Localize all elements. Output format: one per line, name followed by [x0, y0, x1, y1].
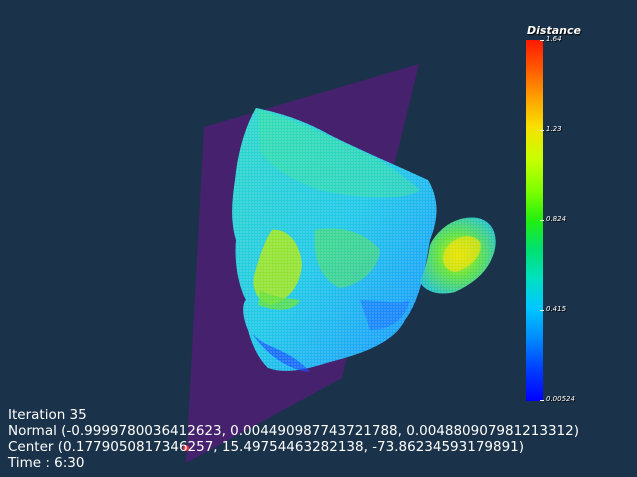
iteration-text: Iteration 35	[8, 407, 87, 423]
tick-mark	[540, 130, 544, 131]
ear-mesh	[420, 217, 496, 294]
color-gradient-bar	[526, 40, 543, 401]
tick-label: 1.23	[546, 125, 562, 133]
tick-mark	[540, 310, 544, 311]
tick-label: 0.415	[546, 305, 567, 313]
time-text: Time : 6:30	[8, 455, 85, 471]
tick-label-min: 0.00524	[546, 395, 575, 403]
face-mesh	[232, 108, 437, 372]
tick-mark	[540, 40, 544, 41]
info-overlay: Iteration 35 Normal (-0.9999780036412623…	[8, 407, 579, 471]
marker-point	[183, 445, 189, 451]
normal-text: Normal (-0.9999780036412623, 0.004490987…	[8, 423, 579, 439]
tick-label: 0.824	[546, 215, 567, 223]
tick-mark	[540, 220, 544, 221]
tick-mark	[540, 400, 544, 401]
scalar-bar-title: Distance	[527, 24, 581, 37]
tick-label-max: 1.64	[546, 35, 562, 43]
scalar-bar-legend: Distance 1.64 1.23 0.824 0.415 0.00524	[520, 24, 590, 409]
center-text: Center (0.1779050817346257, 15.497544632…	[8, 439, 525, 455]
